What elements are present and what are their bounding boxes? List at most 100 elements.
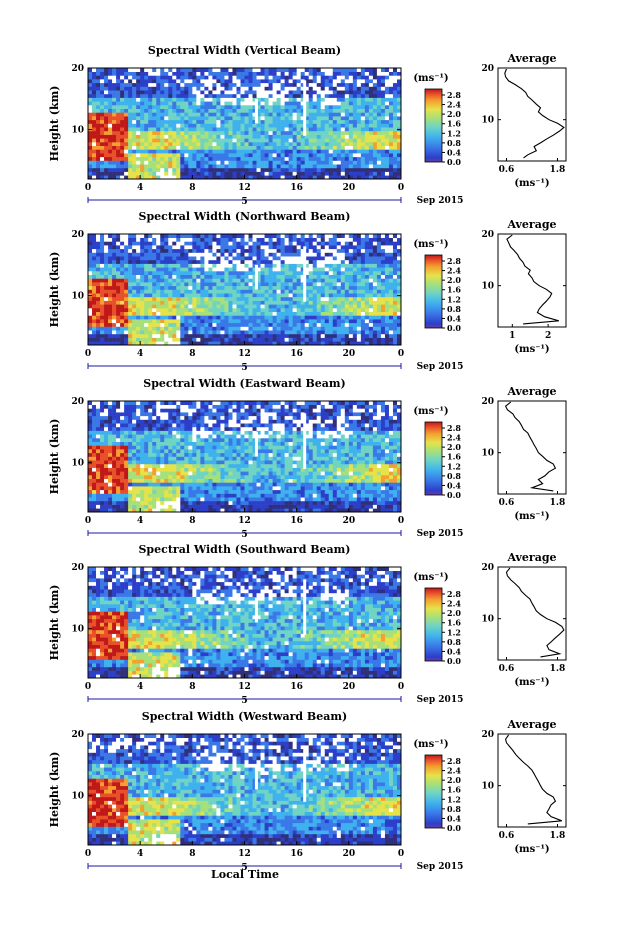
- y-tick-label: 20: [71, 64, 84, 74]
- heatmap-cells: [88, 68, 402, 180]
- colorbar-unit: (ms⁻¹): [413, 572, 448, 583]
- y-axis-label: Height (km): [48, 86, 61, 162]
- y-tick-label: 20: [71, 230, 84, 240]
- x-tick-label: 4: [137, 516, 143, 526]
- data-gap: [303, 413, 307, 469]
- average-x-tick-label: 0.6: [499, 165, 515, 175]
- x-tick-label: 0: [85, 349, 91, 359]
- colorbar-tick-label: 2.0: [447, 442, 461, 452]
- y-tick-label: 10: [71, 792, 84, 802]
- average-x-tick-label: 2: [545, 331, 551, 341]
- average-title: Average: [506, 551, 556, 564]
- colorbar-tick-label: 2.0: [447, 275, 461, 285]
- colorbar-tick-label: 0.0: [447, 323, 461, 333]
- x-tick-label: 12: [238, 349, 251, 359]
- y-tick-label: 10: [71, 126, 84, 136]
- colorbar-tick-label: 0.4: [447, 480, 461, 490]
- colorbar-tick-label: 2.0: [447, 775, 461, 785]
- data-gap: [303, 80, 307, 136]
- colorbar-unit: (ms⁻¹): [413, 406, 448, 417]
- colorbar-tick-label: 2.0: [447, 109, 461, 119]
- average-profile-line: [505, 567, 565, 658]
- average-y-tick-label: 10: [481, 449, 494, 459]
- colorbar-tick-label: 1.6: [447, 452, 461, 462]
- colorbar: [424, 421, 443, 496]
- colorbar: [424, 587, 443, 662]
- panel-3: Spectral Width (Eastward Beam) 0 4 8 12 16 20 0…: [48, 377, 567, 540]
- average-x-tick-label: 1: [509, 331, 515, 341]
- x-tick-label: 0: [398, 183, 404, 193]
- colorbar-tick-label: 2.4: [447, 433, 461, 443]
- y-axis-label: Height (km): [48, 585, 61, 661]
- colorbar-tick-label: 1.6: [447, 618, 461, 628]
- x-tick-label: 12: [238, 183, 251, 193]
- x-tick-label: 8: [189, 849, 195, 859]
- heatmap-cells: [88, 567, 402, 679]
- average-y-tick-label: 20: [481, 397, 494, 407]
- panel-1: Spectral Width (Vertical Beam) 0 4 8 12 16 20 0…: [48, 44, 567, 207]
- average-x-label: (ms⁻¹): [514, 344, 549, 355]
- x-tick-label: 0: [85, 682, 91, 692]
- average-y-tick-label: 20: [481, 230, 494, 240]
- average-x-tick-label: 1.8: [550, 165, 566, 175]
- x-tick-label: 20: [343, 682, 356, 692]
- colorbar-tick-label: 0.8: [447, 804, 461, 814]
- data-gap: [254, 264, 258, 290]
- colorbar-tick-label: 0.4: [447, 147, 461, 157]
- day-marker: 5: [241, 363, 247, 373]
- x-tick-label: 8: [189, 516, 195, 526]
- colorbar-tick-label: 2.0: [447, 608, 461, 618]
- date-label: Sep 2015: [417, 529, 464, 539]
- average-x-tick-label: 1.8: [550, 498, 566, 508]
- x-tick-label: 0: [85, 849, 91, 859]
- data-gap: [303, 746, 307, 802]
- x-tick-label: 16: [290, 183, 303, 193]
- average-y-tick-label: 10: [481, 116, 494, 126]
- day-marker: 5: [241, 197, 247, 207]
- data-gap: [254, 764, 258, 790]
- date-label: Sep 2015: [417, 695, 464, 705]
- average-frame: [497, 67, 567, 162]
- panel-title: Spectral Width (Southward Beam): [138, 543, 350, 556]
- average-frame: [497, 400, 567, 495]
- colorbar-tick-label: 0.0: [447, 823, 461, 833]
- heatmap-cells: [88, 401, 402, 513]
- x-tick-label: 0: [85, 183, 91, 193]
- x-tick-label: 4: [137, 183, 143, 193]
- average-x-tick-label: 0.6: [499, 498, 515, 508]
- x-tick-label: 12: [238, 682, 251, 692]
- x-tick-label: 0: [398, 516, 404, 526]
- panel-title: Spectral Width (Westward Beam): [142, 710, 347, 723]
- colorbar-tick-label: 2.8: [447, 423, 461, 433]
- x-tick-label: 16: [290, 516, 303, 526]
- x-tick-label: 12: [238, 516, 251, 526]
- colorbar-tick-label: 2.4: [447, 266, 461, 276]
- average-profile-line: [504, 401, 557, 492]
- x-tick-label: 16: [290, 849, 303, 859]
- y-tick-label: 10: [71, 459, 84, 469]
- x-tick-label: 8: [189, 349, 195, 359]
- x-tick-label: 0: [398, 849, 404, 859]
- panel-title: Spectral Width (Vertical Beam): [148, 44, 341, 57]
- average-profile-line: [505, 734, 562, 825]
- data-gap: [254, 98, 258, 124]
- colorbar-tick-label: 2.4: [447, 599, 461, 609]
- colorbar-tick-label: 2.8: [447, 756, 461, 766]
- average-profile-line: [506, 234, 559, 325]
- colorbar-tick-label: 0.4: [447, 313, 461, 323]
- colorbar-tick-label: 1.6: [447, 285, 461, 295]
- average-title: Average: [506, 385, 556, 398]
- y-tick-label: 10: [71, 292, 84, 302]
- day-marker: 5: [241, 863, 247, 873]
- colorbar-tick-label: 2.8: [447, 589, 461, 599]
- y-axis-label: Height (km): [48, 252, 61, 328]
- average-x-label: (ms⁻¹): [514, 677, 549, 688]
- panel-title: Spectral Width (Northward Beam): [139, 210, 351, 223]
- average-x-tick-label: 0.6: [499, 831, 515, 841]
- date-label: Sep 2015: [417, 196, 464, 206]
- x-tick-label: 4: [137, 682, 143, 692]
- x-tick-label: 20: [343, 183, 356, 193]
- colorbar-tick-label: 2.8: [447, 256, 461, 266]
- y-tick-label: 20: [71, 563, 84, 573]
